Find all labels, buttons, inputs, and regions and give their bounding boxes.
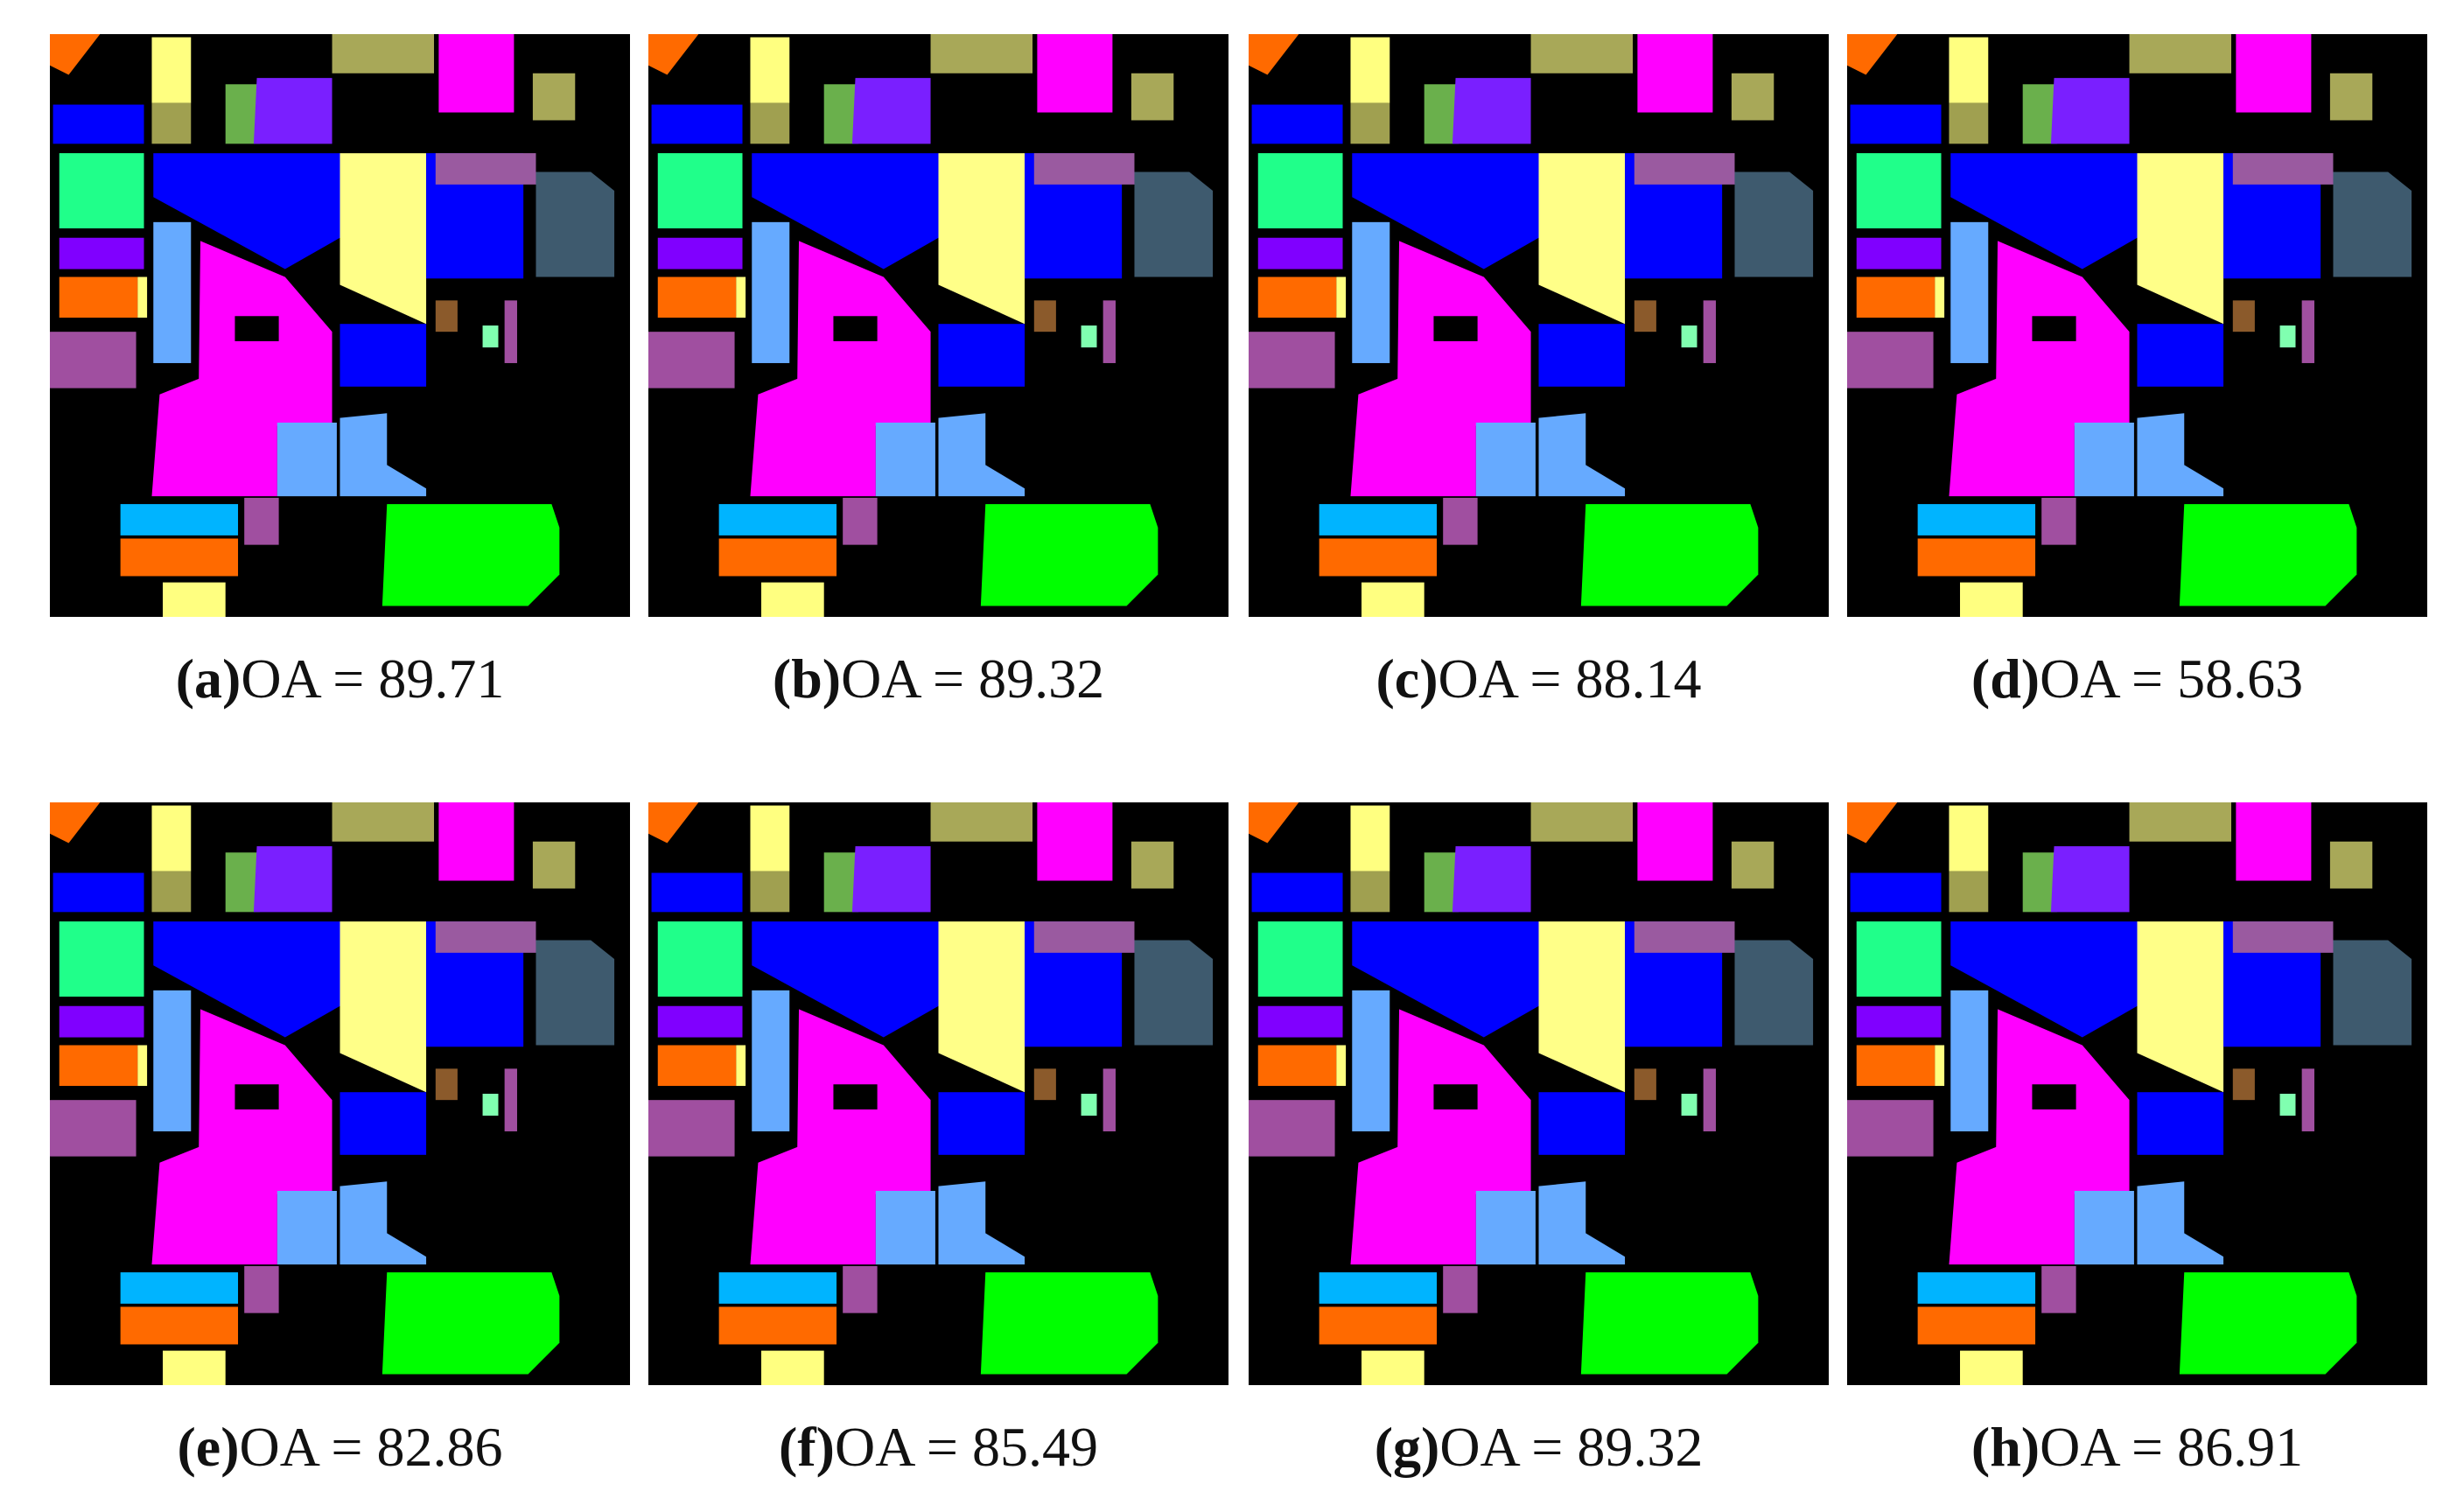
classification-map bbox=[1847, 802, 2427, 1385]
caption-label: (g) bbox=[1375, 1416, 1440, 1478]
caption-label: (b) bbox=[773, 648, 841, 710]
classification-map bbox=[50, 802, 630, 1385]
classification-map bbox=[648, 802, 1228, 1385]
caption-label: (d) bbox=[1971, 648, 2040, 710]
classification-map bbox=[648, 34, 1228, 617]
classification-map bbox=[1249, 34, 1829, 617]
caption-text: OA = 88.14 bbox=[1438, 648, 1702, 710]
caption: (d)OA = 58.63 bbox=[1971, 648, 2303, 710]
caption: (b)OA = 89.32 bbox=[773, 648, 1104, 710]
caption: (g)OA = 89.32 bbox=[1375, 1416, 1704, 1478]
caption-text: OA = 82.86 bbox=[240, 1416, 503, 1478]
caption-label: (f) bbox=[779, 1416, 835, 1478]
caption-text: OA = 89.71 bbox=[241, 648, 504, 710]
caption-label: (c) bbox=[1376, 648, 1438, 710]
classification-map bbox=[50, 34, 630, 617]
caption: (f)OA = 85.49 bbox=[779, 1416, 1098, 1478]
classification-map bbox=[1249, 802, 1829, 1385]
caption-text: OA = 89.32 bbox=[841, 648, 1104, 710]
caption: (c)OA = 88.14 bbox=[1376, 648, 1701, 710]
caption-text: OA = 89.32 bbox=[1439, 1416, 1703, 1478]
caption: (e)OA = 82.86 bbox=[177, 1416, 502, 1478]
classification-map bbox=[1847, 34, 2427, 617]
caption-label: (h) bbox=[1971, 1416, 2040, 1478]
caption-text: OA = 58.63 bbox=[2040, 648, 2303, 710]
caption-label: (a) bbox=[176, 648, 242, 710]
caption: (h)OA = 86.91 bbox=[1971, 1416, 2303, 1478]
caption-label: (e) bbox=[177, 1416, 239, 1478]
caption: (a)OA = 89.71 bbox=[176, 648, 505, 710]
caption-text: OA = 86.91 bbox=[2040, 1416, 2303, 1478]
caption-text: OA = 85.49 bbox=[835, 1416, 1098, 1478]
